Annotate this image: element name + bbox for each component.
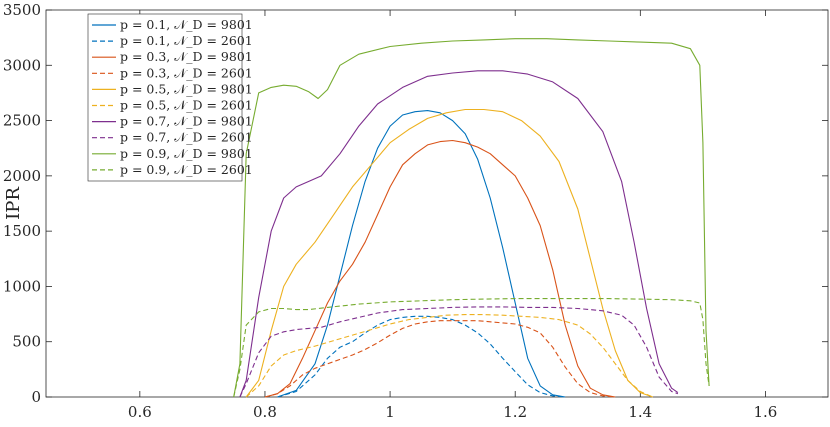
y-tick-label: 1500 xyxy=(3,222,41,240)
y-tick-label: 500 xyxy=(12,333,41,351)
series-line-7 xyxy=(239,70,679,398)
series-line-2 xyxy=(277,315,566,398)
plot-lines xyxy=(233,38,710,398)
legend-entry-label: p = 0.1, 𝒩_D = 9801 xyxy=(120,17,253,32)
series-line-3 xyxy=(264,139,616,398)
plot-area-frame xyxy=(45,9,829,398)
legend-entry-label: p = 0.1, 𝒩_D = 2601 xyxy=(120,33,253,48)
legend-entry-label: p = 0.7, 𝒩_D = 9801 xyxy=(120,114,253,129)
legend-entry-label: p = 0.9, 𝒩_D = 2601 xyxy=(120,162,253,177)
legend-box xyxy=(87,13,243,182)
legend-entry-label: p = 0.3, 𝒩_D = 9801 xyxy=(120,49,253,64)
legend-entry-label: p = 0.9, 𝒩_D = 9801 xyxy=(120,146,253,161)
y-tick-label: 3500 xyxy=(3,1,41,19)
legend-entry-label: p = 0.5, 𝒩_D = 2601 xyxy=(120,98,253,113)
y-tick-label: 2000 xyxy=(3,167,41,185)
x-tick-label: 1.6 xyxy=(754,403,778,421)
series-line-8 xyxy=(239,306,679,398)
axes: 0.6 0.8 1 1.2 1.4 1.6 0 500 1000 1500 2000 2500 3000… xyxy=(3,1,829,421)
x-tick-label: 1.2 xyxy=(503,403,527,421)
x-tick-label: 1 xyxy=(385,403,395,421)
y-tick-label: 2500 xyxy=(3,112,41,130)
y-tick-label: 1000 xyxy=(3,277,41,295)
series-line-5 xyxy=(245,108,653,398)
series-line-4 xyxy=(264,320,616,398)
legend-entry-label: p = 0.7, 𝒩_D = 2601 xyxy=(120,130,253,145)
series-line-10 xyxy=(233,298,710,398)
x-tick-label: 1.4 xyxy=(628,403,652,421)
series-line-6 xyxy=(245,314,654,398)
y-tick-label: 3000 xyxy=(3,56,41,74)
legend-entry-label: p = 0.3, 𝒩_D = 2601 xyxy=(120,65,253,80)
x-tick-label: 0.8 xyxy=(253,403,277,421)
series-line-9 xyxy=(233,38,710,398)
legend-entry-label: p = 0.5, 𝒩_D = 9801 xyxy=(120,81,253,96)
x-tick-label: 0.6 xyxy=(128,403,152,421)
series-line-1 xyxy=(277,110,566,398)
y-axis-label: IPR xyxy=(3,187,24,220)
y-tick-label: 0 xyxy=(31,388,41,406)
